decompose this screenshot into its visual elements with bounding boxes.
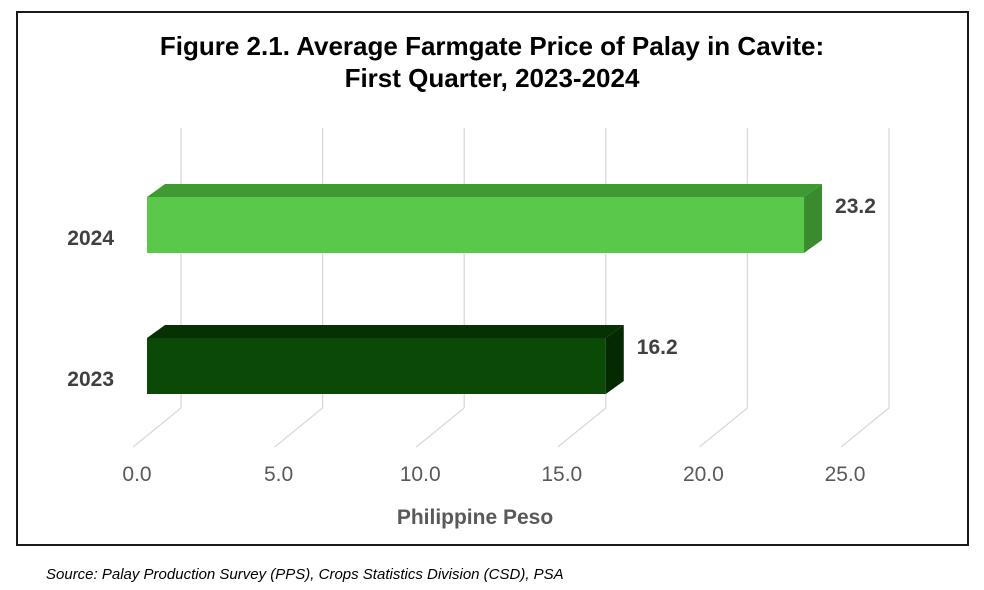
gridlines	[132, 128, 890, 448]
source-note: Source: Palay Production Survey (PPS), C…	[46, 566, 564, 583]
floor-line-3	[557, 407, 607, 448]
bar-side-2024	[804, 184, 823, 253]
x-tick-label: 20.0	[683, 463, 724, 486]
bar-2023	[147, 338, 606, 394]
floor-line-5	[840, 407, 890, 448]
x-tick-label: 25.0	[825, 463, 866, 486]
bars	[147, 184, 823, 394]
floor-line-1	[274, 407, 324, 448]
category-label-2024: 2024	[67, 227, 114, 250]
bar-top-2024	[147, 184, 823, 197]
chart-title-line-1: Figure 2.1. Average Farmgate Price of Pa…	[160, 31, 824, 61]
data-labels: 23.2 16.2	[637, 195, 876, 359]
x-tick-label: 10.0	[400, 463, 441, 486]
bar-2024	[147, 197, 805, 253]
category-label-2023: 2023	[67, 368, 114, 391]
bar-top-2023	[147, 325, 624, 338]
chart-frame	[16, 11, 969, 546]
category-labels: 2024 2023	[67, 227, 114, 391]
bar-side-2023	[605, 325, 624, 394]
floor-line-4	[698, 407, 748, 448]
floor-line-0	[132, 407, 182, 448]
x-tick-label: 5.0	[264, 463, 293, 486]
chart-title-line-2: First Quarter, 2023-2024	[345, 63, 640, 93]
chart-title: Figure 2.1. Average Farmgate Price of Pa…	[160, 31, 824, 93]
data-label-2023: 16.2	[637, 336, 678, 359]
x-axis-title: Philippine Peso	[397, 506, 553, 529]
data-label-2024: 23.2	[835, 195, 876, 218]
x-tick-labels: 0.0 5.0 10.0 15.0 20.0 25.0	[122, 463, 865, 486]
floor-line-2	[415, 407, 465, 448]
x-tick-label: 0.0	[122, 463, 151, 486]
x-tick-label: 15.0	[541, 463, 582, 486]
